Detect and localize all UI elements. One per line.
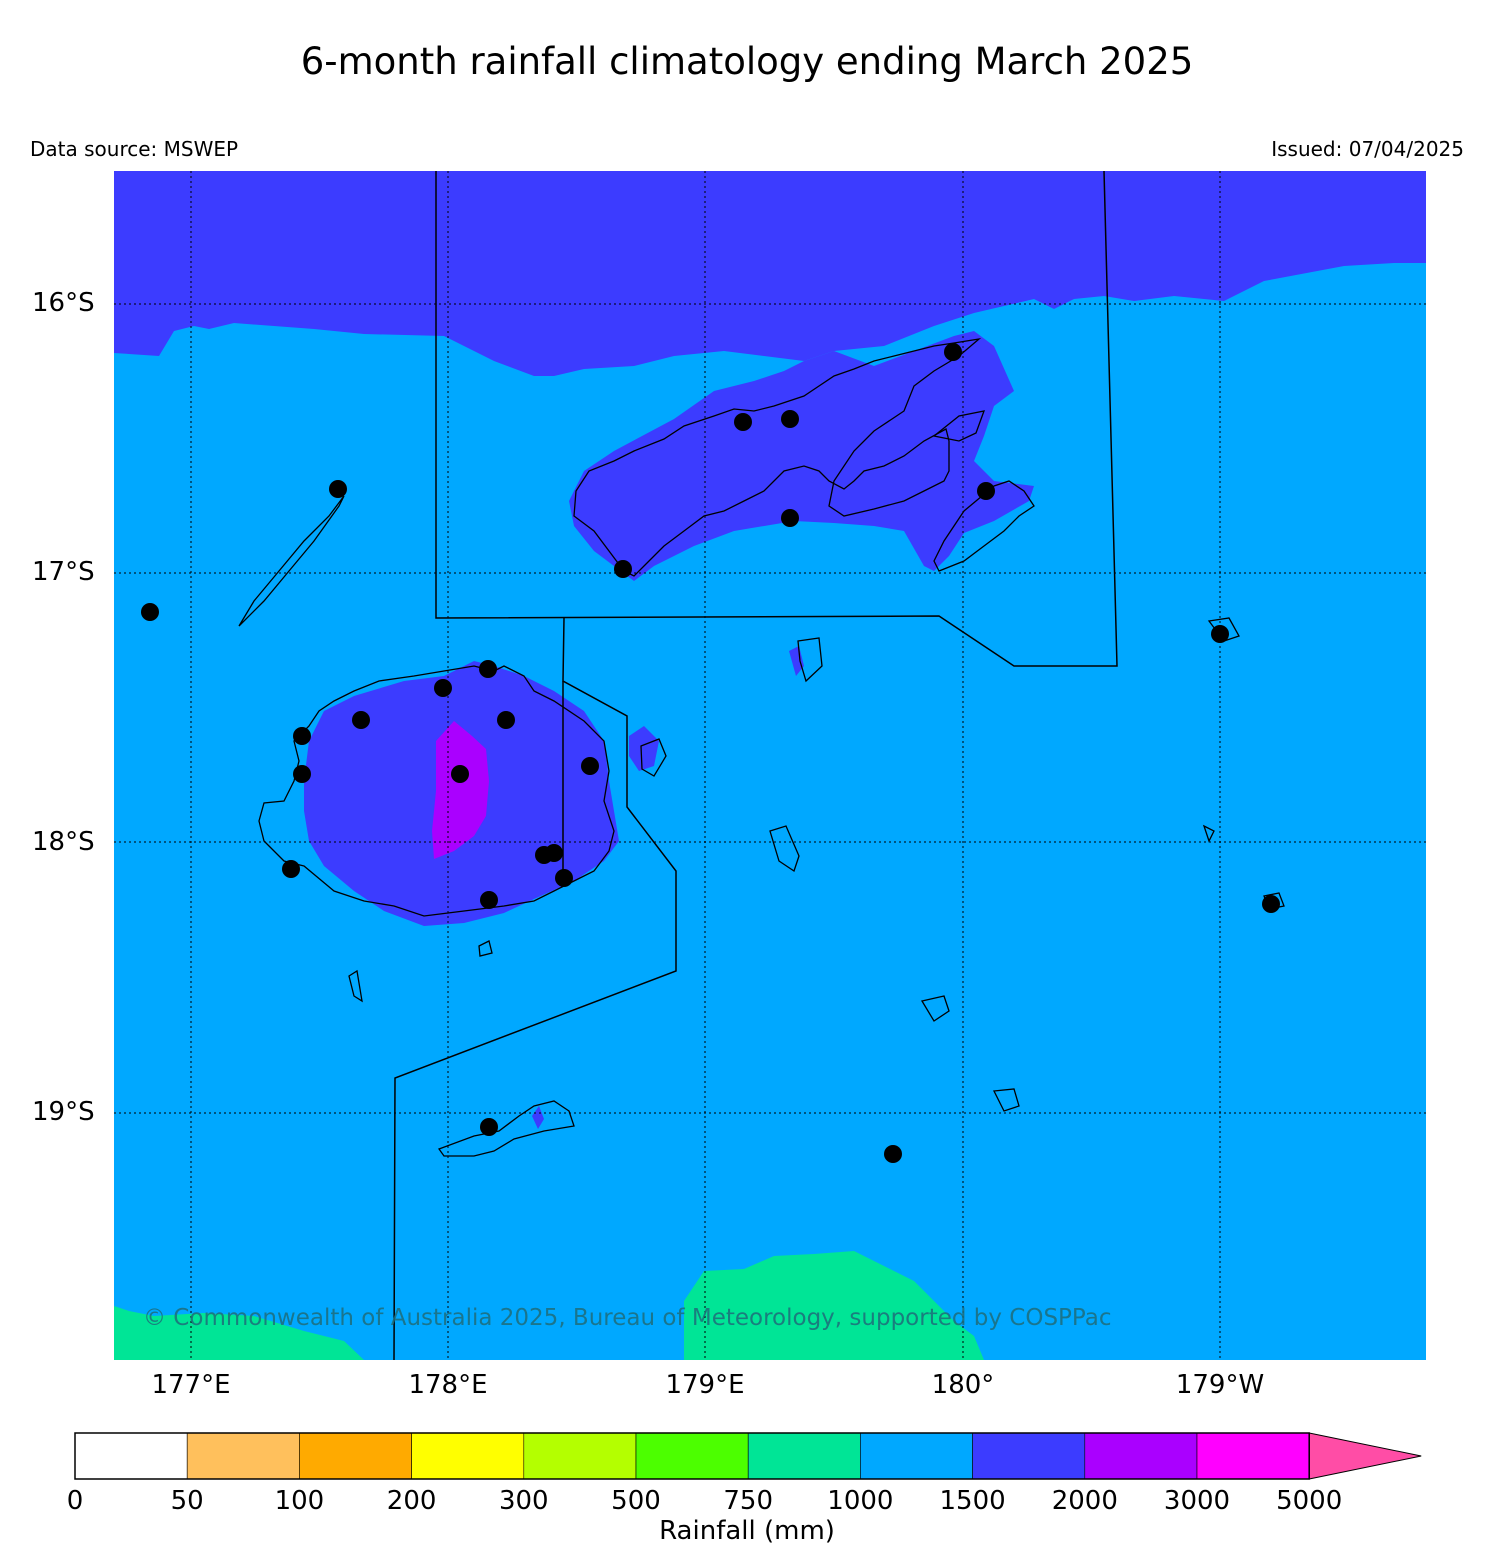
colorbar-segment xyxy=(860,1432,973,1480)
colorbar-segment xyxy=(1196,1432,1310,1480)
station-dot xyxy=(352,711,370,729)
coastlines xyxy=(238,337,1285,1157)
copyright-watermark: © Commonwealth of Australia 2025, Bureau… xyxy=(143,1305,1112,1331)
station-dot xyxy=(141,603,159,621)
station-dot xyxy=(479,660,497,678)
coast-yasawa xyxy=(238,495,345,627)
station-dot xyxy=(480,891,498,909)
station-dot xyxy=(614,560,632,578)
station-dot xyxy=(734,413,752,431)
lat-label-19s: 19°S xyxy=(32,1097,95,1127)
station-dot xyxy=(1211,625,1229,643)
station-dot xyxy=(545,844,563,862)
colorbar-segment xyxy=(299,1432,412,1480)
station-dot xyxy=(944,343,962,361)
colorbar-tick-label: 2000 xyxy=(1051,1486,1118,1516)
colorbar-segment xyxy=(747,1432,861,1480)
lon-label-180: 180° xyxy=(931,1370,995,1400)
colorbar-title: Rainfall (mm) xyxy=(659,1516,835,1546)
coast-vanua-levu xyxy=(573,337,982,577)
division-boundaries xyxy=(393,171,1118,1360)
colorbar-tick-label: 5000 xyxy=(1276,1486,1343,1516)
band-1500-2000-vanua-levu xyxy=(569,331,1034,581)
station-dot xyxy=(581,757,599,775)
coast-beqa xyxy=(478,940,493,957)
colorbar-extend-arrow xyxy=(1308,1432,1422,1480)
colorbar-segment xyxy=(186,1432,300,1480)
station-dot xyxy=(451,765,469,783)
coast-vatulele xyxy=(348,969,363,1003)
map-title: 6-month rainfall climatology ending Marc… xyxy=(300,40,1194,83)
station-dot xyxy=(480,1118,498,1136)
station-dot xyxy=(555,869,573,887)
lon-label-177e: 177°E xyxy=(151,1370,231,1400)
colorbar-tick-label: 100 xyxy=(274,1486,325,1516)
colorbar-segment xyxy=(1084,1432,1198,1480)
colorbar-segment xyxy=(972,1432,1086,1480)
colorbar-segment xyxy=(74,1432,188,1480)
station-dot xyxy=(329,480,347,498)
band-1500-2000-north xyxy=(114,171,1426,376)
station-dot xyxy=(884,1145,902,1163)
station-dot xyxy=(977,482,995,500)
lat-label-18s: 18°S xyxy=(32,827,95,857)
lon-label-179e: 179°E xyxy=(665,1370,745,1400)
coast-moala xyxy=(920,995,950,1022)
graticule xyxy=(114,171,1426,1360)
station-dot xyxy=(497,711,515,729)
coast-ovalau xyxy=(640,738,667,777)
colorbar-segment xyxy=(523,1432,637,1480)
coast-totoya xyxy=(992,1088,1020,1112)
band-1500-2000-islet-east xyxy=(629,726,659,771)
band-1500-2000-islet-small xyxy=(789,646,804,676)
station-dot xyxy=(293,765,311,783)
coast-gau xyxy=(769,825,800,873)
station-dot xyxy=(781,410,799,428)
band-1500-2000-kadavu xyxy=(532,1106,544,1129)
band-750-1000-south xyxy=(684,1251,984,1360)
issued-date-label: Issued: 07/04/2025 xyxy=(1271,137,1464,161)
colorbar-tick-label: 200 xyxy=(386,1486,437,1516)
rainfall-map xyxy=(114,171,1426,1360)
coast-nayau xyxy=(1202,824,1215,843)
coast-koro xyxy=(797,637,823,683)
coast-kadavu xyxy=(437,1100,575,1157)
colorbar-tick-label: 1500 xyxy=(939,1486,1006,1516)
lat-label-17s: 17°S xyxy=(32,557,95,587)
data-source-label: Data source: MSWEP xyxy=(30,137,239,161)
lon-label-179w: 179°W xyxy=(1175,1370,1265,1400)
station-dot xyxy=(1262,895,1280,913)
lon-label-178e: 178°E xyxy=(408,1370,488,1400)
band-1500-2000-taveuni xyxy=(924,401,974,441)
coast-taveuni xyxy=(932,410,986,442)
station-dot xyxy=(293,727,311,745)
coast-vanua-levu-east xyxy=(933,480,1035,572)
station-dot xyxy=(282,860,300,878)
colorbar-tick-label: 1000 xyxy=(827,1486,894,1516)
colorbar-tick-label: 500 xyxy=(611,1486,661,1516)
colorbar-outline xyxy=(74,1432,1310,1480)
station-dot xyxy=(434,679,452,697)
colorbar-tick-label: 0 xyxy=(66,1486,84,1516)
colorbar-tick-label: 50 xyxy=(170,1486,204,1516)
colorbar-segment xyxy=(411,1432,525,1480)
station-dots xyxy=(141,343,1280,1163)
colorbar-tick-label: 750 xyxy=(723,1486,774,1516)
lat-label-16s: 16°S xyxy=(32,288,95,318)
station-dot xyxy=(781,509,799,527)
colorbar-segment xyxy=(635,1432,749,1480)
band-750-1000-southwest xyxy=(114,1306,364,1360)
colorbar-tick-label: 3000 xyxy=(1163,1486,1231,1516)
band-2000-3000-central xyxy=(432,721,489,859)
colorbar-tick-label: 300 xyxy=(498,1486,549,1516)
colorbar xyxy=(74,1432,1422,1480)
